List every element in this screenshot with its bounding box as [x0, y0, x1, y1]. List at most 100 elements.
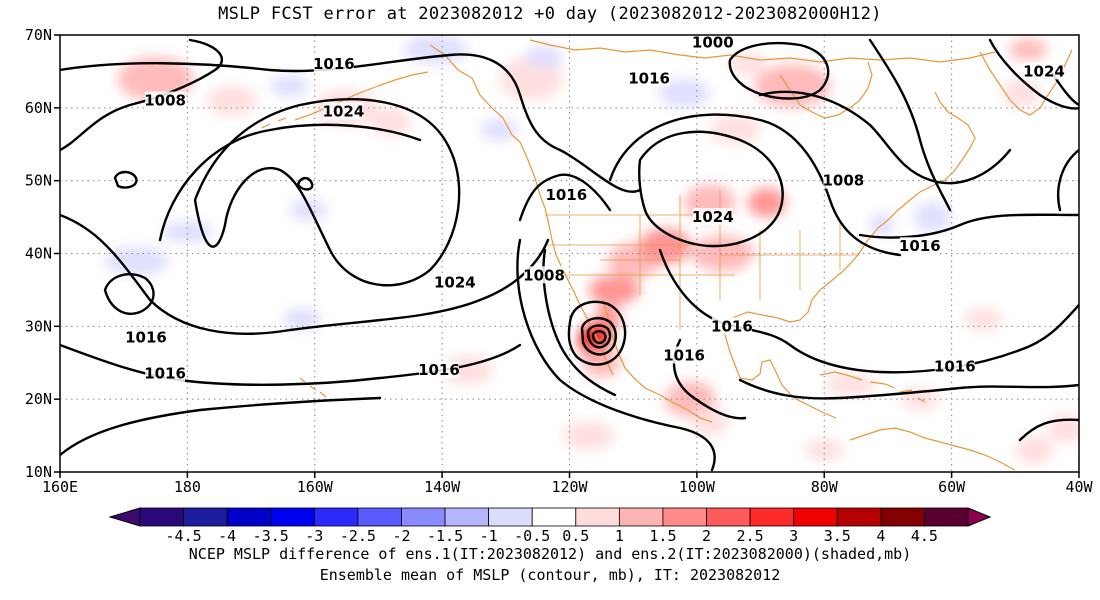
- contour-labels: 1008 1016 1024 1000 1016 1024 1016 1024 1008 1016…: [125, 33, 1065, 383]
- map-title: MSLP FCST error at 2023082012 +0 day (20…: [218, 4, 882, 24]
- y-tick-label: 10N: [25, 463, 52, 481]
- colorbar-swatch: [924, 507, 969, 527]
- contour-hurricane-ring2: [580, 316, 617, 356]
- contour-1024-atlantic: [988, 38, 1079, 110]
- contour-label: 1024: [323, 102, 365, 120]
- coastline-arctic: [529, 39, 996, 63]
- contour-1016-caribbean: [738, 378, 1079, 400]
- contour-label-bg: [823, 171, 864, 189]
- colorbar-swatch: [749, 507, 795, 527]
- shading-blob: [1015, 435, 1054, 465]
- shading-blob: [728, 53, 767, 76]
- coastline-hudson-bay: [779, 61, 873, 119]
- contour-1024-pacific-low: [103, 273, 155, 315]
- y-tick-label: 70N: [25, 26, 52, 44]
- contour-label: 1000: [692, 33, 734, 51]
- coastline-west-us-mexico: [544, 207, 713, 423]
- coastline-east-us: [859, 185, 933, 253]
- shading-blob: [270, 75, 309, 97]
- colorbar-label: 3.5: [824, 527, 851, 545]
- contour-1016-us: [608, 113, 902, 257]
- shading-blob: [282, 308, 322, 330]
- colorbar-label: 1: [615, 527, 624, 545]
- contour-hurricane-outer: [567, 300, 627, 366]
- colorbar-swatch: [139, 507, 184, 527]
- contour-1016-subtropics: [60, 343, 522, 386]
- contour-1016-south-atlantic: [1018, 418, 1079, 442]
- contour-1008-southwest: [60, 396, 382, 457]
- coastline-aleutians: [294, 71, 429, 121]
- contour-label-bg: [629, 69, 670, 87]
- colorbar-label: 4.5: [911, 527, 938, 545]
- x-tick-label: 140W: [424, 478, 461, 496]
- contour-label-bg: [313, 55, 354, 73]
- colorbar-swatch: [357, 507, 402, 527]
- contour-hurricane-ring3: [586, 324, 612, 349]
- colorbar-swatch: [618, 507, 664, 527]
- contour-1016-central-pacific: [158, 123, 422, 242]
- contour-label-bg: [125, 328, 166, 346]
- shading-blob: [588, 275, 640, 305]
- colorbar-swatch: [444, 507, 490, 527]
- colorbar-label: 2: [702, 527, 711, 545]
- colorbar-swatch: [880, 507, 925, 527]
- shading-blob: [805, 439, 844, 462]
- contour-label-bg: [664, 346, 705, 364]
- x-tick-label: 120W: [551, 478, 588, 496]
- contour-label-bg: [434, 273, 475, 291]
- contour-1016-north-pacific: [60, 53, 642, 193]
- x-tick-label: 80W: [811, 478, 839, 496]
- colorbar-swatch: [531, 507, 577, 527]
- x-tick-label: 180: [174, 478, 201, 496]
- contour-label: 1016: [711, 317, 753, 335]
- contour-east-atlantic: [1056, 148, 1079, 212]
- contour-label: 1024: [434, 274, 476, 292]
- shading-blob: [754, 64, 831, 108]
- contour-small-low-west: [113, 170, 138, 189]
- colorbar-label: 0.5: [562, 527, 589, 545]
- x-tick-label: 100W: [679, 478, 716, 496]
- colorbar-swatch: [706, 507, 751, 527]
- coastline-gulf-mexico: [721, 251, 861, 379]
- contour-label: 1008: [144, 92, 186, 110]
- colorbar-label: -0.5: [514, 527, 550, 545]
- colorbar-extend-right: [967, 507, 992, 527]
- shading-blob: [964, 308, 1003, 330]
- contour-label-bg: [323, 102, 364, 120]
- contour-1016-central-mexico: [658, 248, 1079, 374]
- coastline-aleutian-islands: [261, 117, 287, 129]
- colorbar: -4.5 -4 -3.5 -3 -2.5 -2 -1.5 -1 -0.5 0.5 1 1.5 2 2.5 3…: [108, 507, 992, 545]
- colorbar-swatch: [662, 507, 707, 527]
- contour-label-bg: [546, 186, 587, 204]
- y-tick-label: 60N: [25, 99, 52, 117]
- caption-line-2: Ensemble mean of MSLP (contour, mb), IT:…: [319, 566, 781, 584]
- contour-label: 1008: [822, 172, 864, 190]
- contour-label: 1016: [663, 346, 705, 364]
- contour-1008-north-atlantic: [868, 38, 952, 212]
- coastline-south-america: [849, 427, 1016, 471]
- shading-blob: [403, 35, 468, 65]
- contour-label: 1016: [125, 328, 167, 346]
- shading-blob: [709, 115, 761, 145]
- colorbar-swatch: [488, 507, 533, 527]
- contour-label-bg: [145, 91, 186, 109]
- colorbar-swatch: [270, 507, 315, 527]
- colorbar-label: -4.5: [166, 527, 202, 545]
- contour-1016-atlantic: [858, 213, 1079, 239]
- axis-ticks: 160E 180 160W 140W 120W 100W 80W 60W 40W 10N 20N 30…: [25, 26, 1094, 496]
- contour-label: 1016: [313, 55, 355, 73]
- contour-label: 1016: [628, 70, 670, 88]
- colorbar-swatch: [226, 507, 272, 527]
- colorbar-label: -3.5: [253, 527, 289, 545]
- coastline-yucatan-central: [739, 359, 837, 419]
- contour-label: 1016: [899, 237, 941, 255]
- contour-label: 1008: [523, 266, 565, 284]
- y-tick-label: 20N: [25, 390, 52, 408]
- contour-label-bg: [899, 237, 940, 255]
- contour-small-low-mid: [296, 176, 314, 191]
- colorbar-label: -2: [392, 527, 410, 545]
- shading-blob: [690, 235, 755, 272]
- caption-line-1: NCEP MSLP difference of ens.1(IT:2023082…: [188, 545, 912, 563]
- contour-1024-us-high: [638, 130, 784, 248]
